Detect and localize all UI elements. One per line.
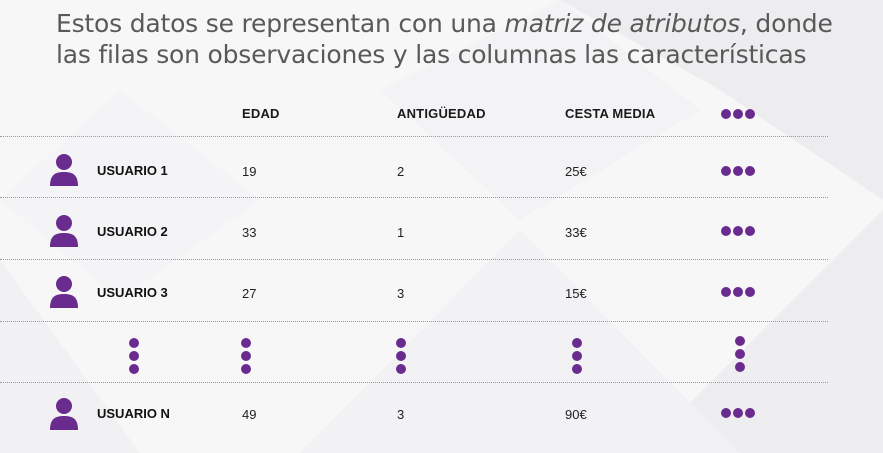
cell-antiguedad: 3	[397, 286, 405, 301]
row-divider	[0, 197, 828, 198]
title-text-italic: matriz de atributos	[504, 9, 741, 38]
cell-antiguedad: 3	[397, 407, 405, 422]
user-icon	[49, 275, 79, 309]
row-divider	[0, 382, 828, 383]
ellipsis-horizontal-icon	[721, 225, 757, 237]
column-header-cesta-media: CESTA MEDIA	[565, 106, 656, 121]
title-text-start: Estos datos se representan con una	[56, 9, 505, 38]
row-divider	[0, 259, 828, 260]
cell-cesta-media: 25€	[565, 164, 587, 179]
row-label: USUARIO 1	[97, 163, 168, 178]
cell-edad: 19	[242, 164, 257, 179]
ellipsis-vertical-icon	[395, 338, 407, 374]
ellipsis-vertical-icon	[128, 338, 140, 374]
cell-edad: 27	[242, 286, 257, 301]
ellipsis-horizontal-icon	[721, 407, 757, 419]
cell-edad: 33	[242, 225, 257, 240]
user-icon	[49, 214, 79, 248]
ellipsis-horizontal-icon	[721, 108, 757, 120]
user-icon	[49, 397, 79, 431]
row-divider	[0, 136, 828, 137]
column-header-antiguedad: ANTIGÜEDAD	[397, 106, 486, 121]
user-icon	[49, 153, 79, 187]
title-text-end: , donde las filas son observaciones y la…	[56, 9, 833, 69]
cell-cesta-media: 90€	[565, 407, 587, 422]
row-label: USUARIO 2	[97, 224, 168, 239]
cell-edad: 49	[242, 407, 257, 422]
slide-title: Estos datos se representan con una matri…	[56, 8, 856, 70]
ellipsis-vertical-icon	[240, 338, 252, 374]
cell-cesta-media: 15€	[565, 286, 587, 301]
cell-antiguedad: 2	[397, 164, 405, 179]
ellipsis-horizontal-icon	[721, 286, 757, 298]
row-label: USUARIO 3	[97, 285, 168, 300]
row-label: USUARIO N	[97, 406, 170, 421]
ellipsis-vertical-icon	[734, 336, 746, 372]
ellipsis-horizontal-icon	[721, 165, 757, 177]
ellipsis-vertical-icon	[571, 338, 583, 374]
cell-antiguedad: 1	[397, 225, 405, 240]
cell-cesta-media: 33€	[565, 225, 587, 240]
row-divider	[0, 321, 828, 322]
column-header-edad: EDAD	[242, 106, 280, 121]
